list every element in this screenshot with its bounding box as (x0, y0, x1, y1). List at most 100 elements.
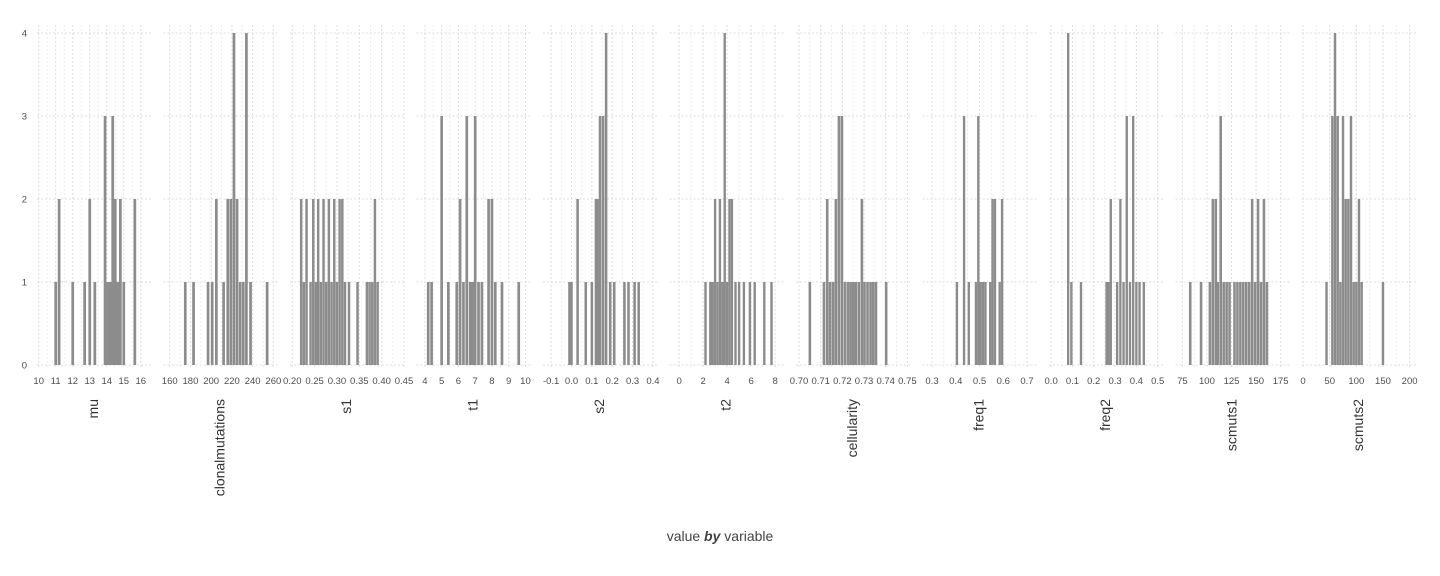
histogram-bar (93, 282, 97, 365)
histogram-bar (517, 282, 521, 365)
x-tick-label: 150 (1375, 376, 1391, 387)
x-tick-label: -0.1 (543, 376, 559, 387)
histogram-bar (430, 282, 433, 365)
histogram-bar (831, 282, 835, 365)
histogram-bar (471, 282, 474, 365)
histogram-bar (1138, 282, 1141, 365)
histogram-bar (455, 282, 459, 365)
histogram-bar (116, 282, 120, 365)
histogram-bar (1339, 282, 1342, 365)
histogram-bar (106, 282, 109, 365)
histogram-bar (1347, 199, 1350, 365)
caption-value: value (666, 528, 701, 544)
histogram-bar (828, 282, 832, 365)
x-tick-label: 150 (1248, 376, 1264, 387)
x-tick-label: 14 (101, 376, 112, 387)
x-tick-label: 0.7 (1020, 376, 1033, 387)
x-tick-label: 260 (265, 376, 281, 387)
x-tick-label: 50 (1324, 376, 1335, 387)
histogram-bar (376, 282, 379, 365)
histogram-bar (884, 282, 888, 365)
x-tick-label: 7 (473, 376, 478, 387)
x-tick-label: 0.75 (898, 376, 917, 387)
histogram-bar (1242, 282, 1245, 365)
x-tick-label: 0.30 (328, 376, 347, 387)
panel-mu: 10 11 12 13 14 15 16 mu (33, 25, 151, 418)
histogram-bar (728, 199, 731, 365)
panel-cellularity: 0.70 0.71 0.72 0.73 0.74 0.75 cellularity (790, 25, 917, 457)
histogram-bar (1256, 199, 1260, 365)
histogram-bar (608, 282, 612, 365)
x-tick-label: 6 (456, 376, 461, 387)
histogram-bar (1070, 282, 1073, 365)
histogram-bar (763, 282, 766, 365)
histogram-bar (857, 282, 861, 365)
histogram-bar (1067, 33, 1070, 365)
histogram-bar (742, 282, 746, 365)
panel-label-freq1: freq1 (971, 399, 987, 431)
histogram-bar (305, 199, 308, 365)
histogram-bar (232, 33, 236, 365)
chart-caption: value by variable (0, 528, 1440, 544)
histogram-bar (1250, 199, 1254, 365)
y-tick-label: 4 (22, 29, 27, 40)
histogram-bar (265, 282, 269, 365)
histogram-bar (1211, 199, 1215, 365)
histogram-bar (487, 199, 490, 365)
x-tick-label: 0.70 (790, 376, 809, 387)
panel-freq1: 0.3 0.4 0.5 0.6 0.7 freq1 (922, 25, 1037, 431)
histogram-bar (1116, 282, 1119, 365)
histogram-bar (1360, 282, 1363, 365)
histogram-bar (1228, 282, 1231, 365)
histogram-bar (1107, 282, 1110, 365)
histogram-bar (226, 199, 230, 365)
histogram-bar (54, 282, 58, 365)
histogram-bar (500, 282, 504, 365)
panel-label-mu: mu (85, 399, 101, 418)
x-tick-label: 4 (724, 376, 729, 387)
histogram-bar (1352, 282, 1355, 365)
histogram-bar (222, 282, 225, 365)
histogram-bar (1331, 116, 1334, 365)
histogram-bar (974, 282, 978, 365)
histogram-bar (993, 199, 997, 365)
x-tick-label: 0.25 (305, 376, 324, 387)
x-tick-label: 220 (224, 376, 240, 387)
histogram-bar (979, 282, 982, 365)
histogram-bar (83, 282, 86, 365)
histogram-bar (309, 282, 312, 365)
histogram-bar (330, 282, 333, 365)
histogram-bar (704, 282, 707, 365)
histogram-bar (1119, 199, 1122, 365)
histogram-bar (991, 199, 994, 365)
histogram-bar (302, 282, 306, 365)
histogram-bar (192, 282, 195, 365)
panel-label-freq2: freq2 (1097, 399, 1113, 431)
histogram-bar (1262, 199, 1266, 365)
histogram-bar (753, 282, 756, 365)
histogram-bar (373, 199, 377, 365)
histogram-bar (235, 199, 239, 365)
histogram-bar (465, 116, 469, 365)
x-tick-label: 100 (1199, 376, 1215, 387)
panel-label-scmuts1: scmuts1 (1224, 399, 1240, 451)
histogram-bar (371, 282, 374, 365)
histogram-bar (637, 282, 640, 365)
histogram-bar (1135, 282, 1138, 365)
x-tick-label: 200 (203, 376, 219, 387)
histogram-bar (335, 282, 339, 365)
y-tick-label: 0 (22, 361, 27, 372)
histogram-bar (1219, 116, 1222, 365)
histogram-bar (871, 282, 875, 365)
histogram-bar (734, 282, 737, 365)
x-tick-label: 0.0 (565, 376, 578, 387)
histogram-bar (1233, 282, 1236, 365)
panel-s1: 0.20 0.25 0.30 0.35 0.40 0.45 s1 (283, 25, 413, 414)
histogram-bar (458, 199, 462, 365)
histogram-bar (71, 282, 75, 365)
histogram-bar (1199, 282, 1203, 365)
panel-label-t1: t1 (465, 399, 481, 411)
histogram-bar (825, 199, 829, 365)
histogram-bar (103, 116, 107, 365)
